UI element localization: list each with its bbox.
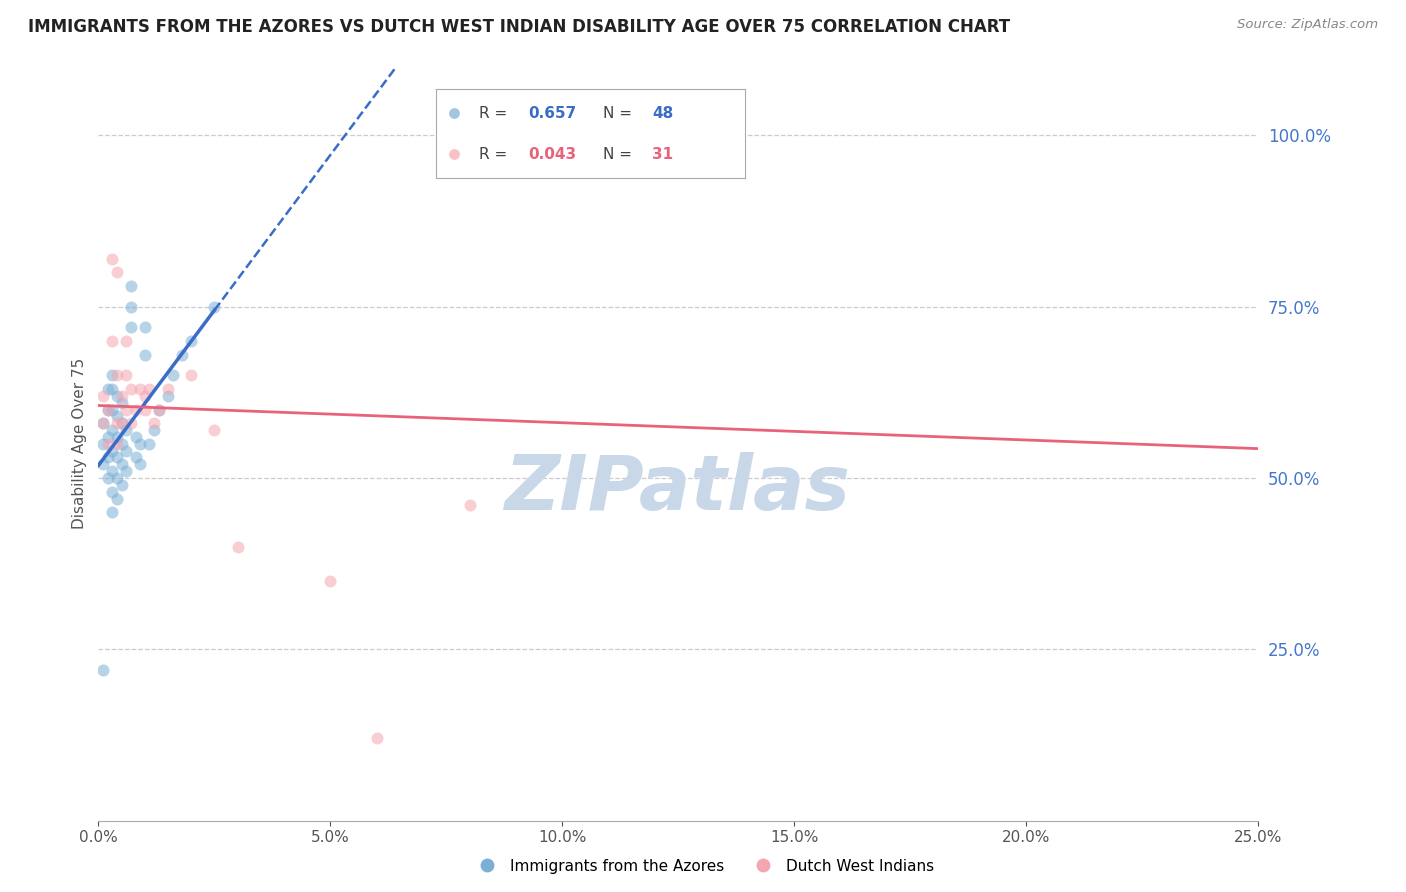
- Dutch West Indians: [129, 382, 152, 396]
- Dutch West Indians: [319, 574, 342, 588]
- Immigrants from the Azores: [111, 395, 132, 409]
- Immigrants from the Azores: [170, 348, 193, 362]
- Dutch West Indians: [124, 402, 146, 417]
- Dutch West Indians: [148, 402, 170, 417]
- Immigrants from the Azores: [204, 300, 226, 314]
- Immigrants from the Azores: [105, 409, 128, 424]
- Immigrants from the Azores: [148, 402, 170, 417]
- Immigrants from the Azores: [105, 471, 128, 485]
- Immigrants from the Azores: [111, 478, 132, 492]
- Dutch West Indians: [105, 416, 128, 430]
- Immigrants from the Azores: [157, 389, 180, 403]
- Text: IMMIGRANTS FROM THE AZORES VS DUTCH WEST INDIAN DISABILITY AGE OVER 75 CORRELATI: IMMIGRANTS FROM THE AZORES VS DUTCH WEST…: [28, 18, 1011, 36]
- Immigrants from the Azores: [91, 416, 114, 430]
- Immigrants from the Azores: [162, 368, 184, 383]
- Point: [443, 147, 465, 161]
- Dutch West Indians: [101, 334, 124, 348]
- Immigrants from the Azores: [115, 443, 138, 458]
- Dutch West Indians: [458, 499, 481, 513]
- Dutch West Indians: [115, 368, 138, 383]
- Immigrants from the Azores: [91, 663, 114, 677]
- Immigrants from the Azores: [101, 368, 124, 383]
- Dutch West Indians: [204, 423, 226, 437]
- Immigrants from the Azores: [180, 334, 202, 348]
- Immigrants from the Azores: [138, 436, 160, 450]
- Immigrants from the Azores: [129, 436, 152, 450]
- Dutch West Indians: [143, 416, 166, 430]
- Immigrants from the Azores: [101, 382, 124, 396]
- Immigrants from the Azores: [143, 423, 166, 437]
- Immigrants from the Azores: [115, 464, 138, 478]
- Text: ZIPatlas: ZIPatlas: [505, 452, 852, 526]
- Immigrants from the Azores: [105, 389, 128, 403]
- Immigrants from the Azores: [129, 458, 152, 472]
- Immigrants from the Azores: [111, 458, 132, 472]
- Immigrants from the Azores: [97, 382, 120, 396]
- Dutch West Indians: [134, 402, 156, 417]
- Immigrants from the Azores: [105, 491, 128, 506]
- Dutch West Indians: [101, 252, 124, 266]
- Text: R =: R =: [479, 147, 512, 161]
- Dutch West Indians: [666, 128, 689, 143]
- Immigrants from the Azores: [124, 450, 146, 465]
- Immigrants from the Azores: [105, 430, 128, 444]
- Dutch West Indians: [138, 382, 160, 396]
- Dutch West Indians: [120, 382, 142, 396]
- Dutch West Indians: [105, 265, 128, 279]
- Text: N =: N =: [603, 147, 637, 161]
- Immigrants from the Azores: [101, 402, 124, 417]
- Immigrants from the Azores: [120, 300, 142, 314]
- Immigrants from the Azores: [111, 436, 132, 450]
- Immigrants from the Azores: [120, 320, 142, 334]
- Dutch West Indians: [105, 436, 128, 450]
- Immigrants from the Azores: [134, 320, 156, 334]
- Dutch West Indians: [115, 402, 138, 417]
- Immigrants from the Azores: [101, 464, 124, 478]
- Text: R =: R =: [479, 106, 512, 120]
- Immigrants from the Azores: [134, 348, 156, 362]
- Immigrants from the Azores: [105, 450, 128, 465]
- Immigrants from the Azores: [101, 443, 124, 458]
- Dutch West Indians: [111, 416, 132, 430]
- Dutch West Indians: [91, 416, 114, 430]
- Legend: Immigrants from the Azores, Dutch West Indians: Immigrants from the Azores, Dutch West I…: [465, 853, 941, 880]
- Dutch West Indians: [115, 334, 138, 348]
- Immigrants from the Azores: [124, 430, 146, 444]
- Immigrants from the Azores: [97, 450, 120, 465]
- Immigrants from the Azores: [97, 402, 120, 417]
- Immigrants from the Azores: [91, 436, 114, 450]
- Immigrants from the Azores: [115, 423, 138, 437]
- Dutch West Indians: [91, 389, 114, 403]
- Immigrants from the Azores: [97, 430, 120, 444]
- Dutch West Indians: [111, 389, 132, 403]
- Text: 0.657: 0.657: [529, 106, 576, 120]
- Immigrants from the Azores: [101, 423, 124, 437]
- Text: 48: 48: [652, 106, 673, 120]
- Dutch West Indians: [180, 368, 202, 383]
- Text: 0.043: 0.043: [529, 147, 576, 161]
- Immigrants from the Azores: [91, 458, 114, 472]
- Immigrants from the Azores: [97, 471, 120, 485]
- Immigrants from the Azores: [120, 279, 142, 293]
- Immigrants from the Azores: [101, 484, 124, 499]
- Dutch West Indians: [134, 389, 156, 403]
- Text: Source: ZipAtlas.com: Source: ZipAtlas.com: [1237, 18, 1378, 31]
- Dutch West Indians: [226, 540, 249, 554]
- Dutch West Indians: [366, 731, 388, 746]
- Y-axis label: Disability Age Over 75: Disability Age Over 75: [72, 359, 87, 529]
- Dutch West Indians: [157, 382, 180, 396]
- Dutch West Indians: [97, 402, 120, 417]
- Point: [443, 106, 465, 120]
- Dutch West Indians: [120, 416, 142, 430]
- Immigrants from the Azores: [111, 416, 132, 430]
- Immigrants from the Azores: [101, 505, 124, 519]
- Dutch West Indians: [105, 368, 128, 383]
- Text: N =: N =: [603, 106, 637, 120]
- Dutch West Indians: [97, 436, 120, 450]
- Text: 31: 31: [652, 147, 673, 161]
